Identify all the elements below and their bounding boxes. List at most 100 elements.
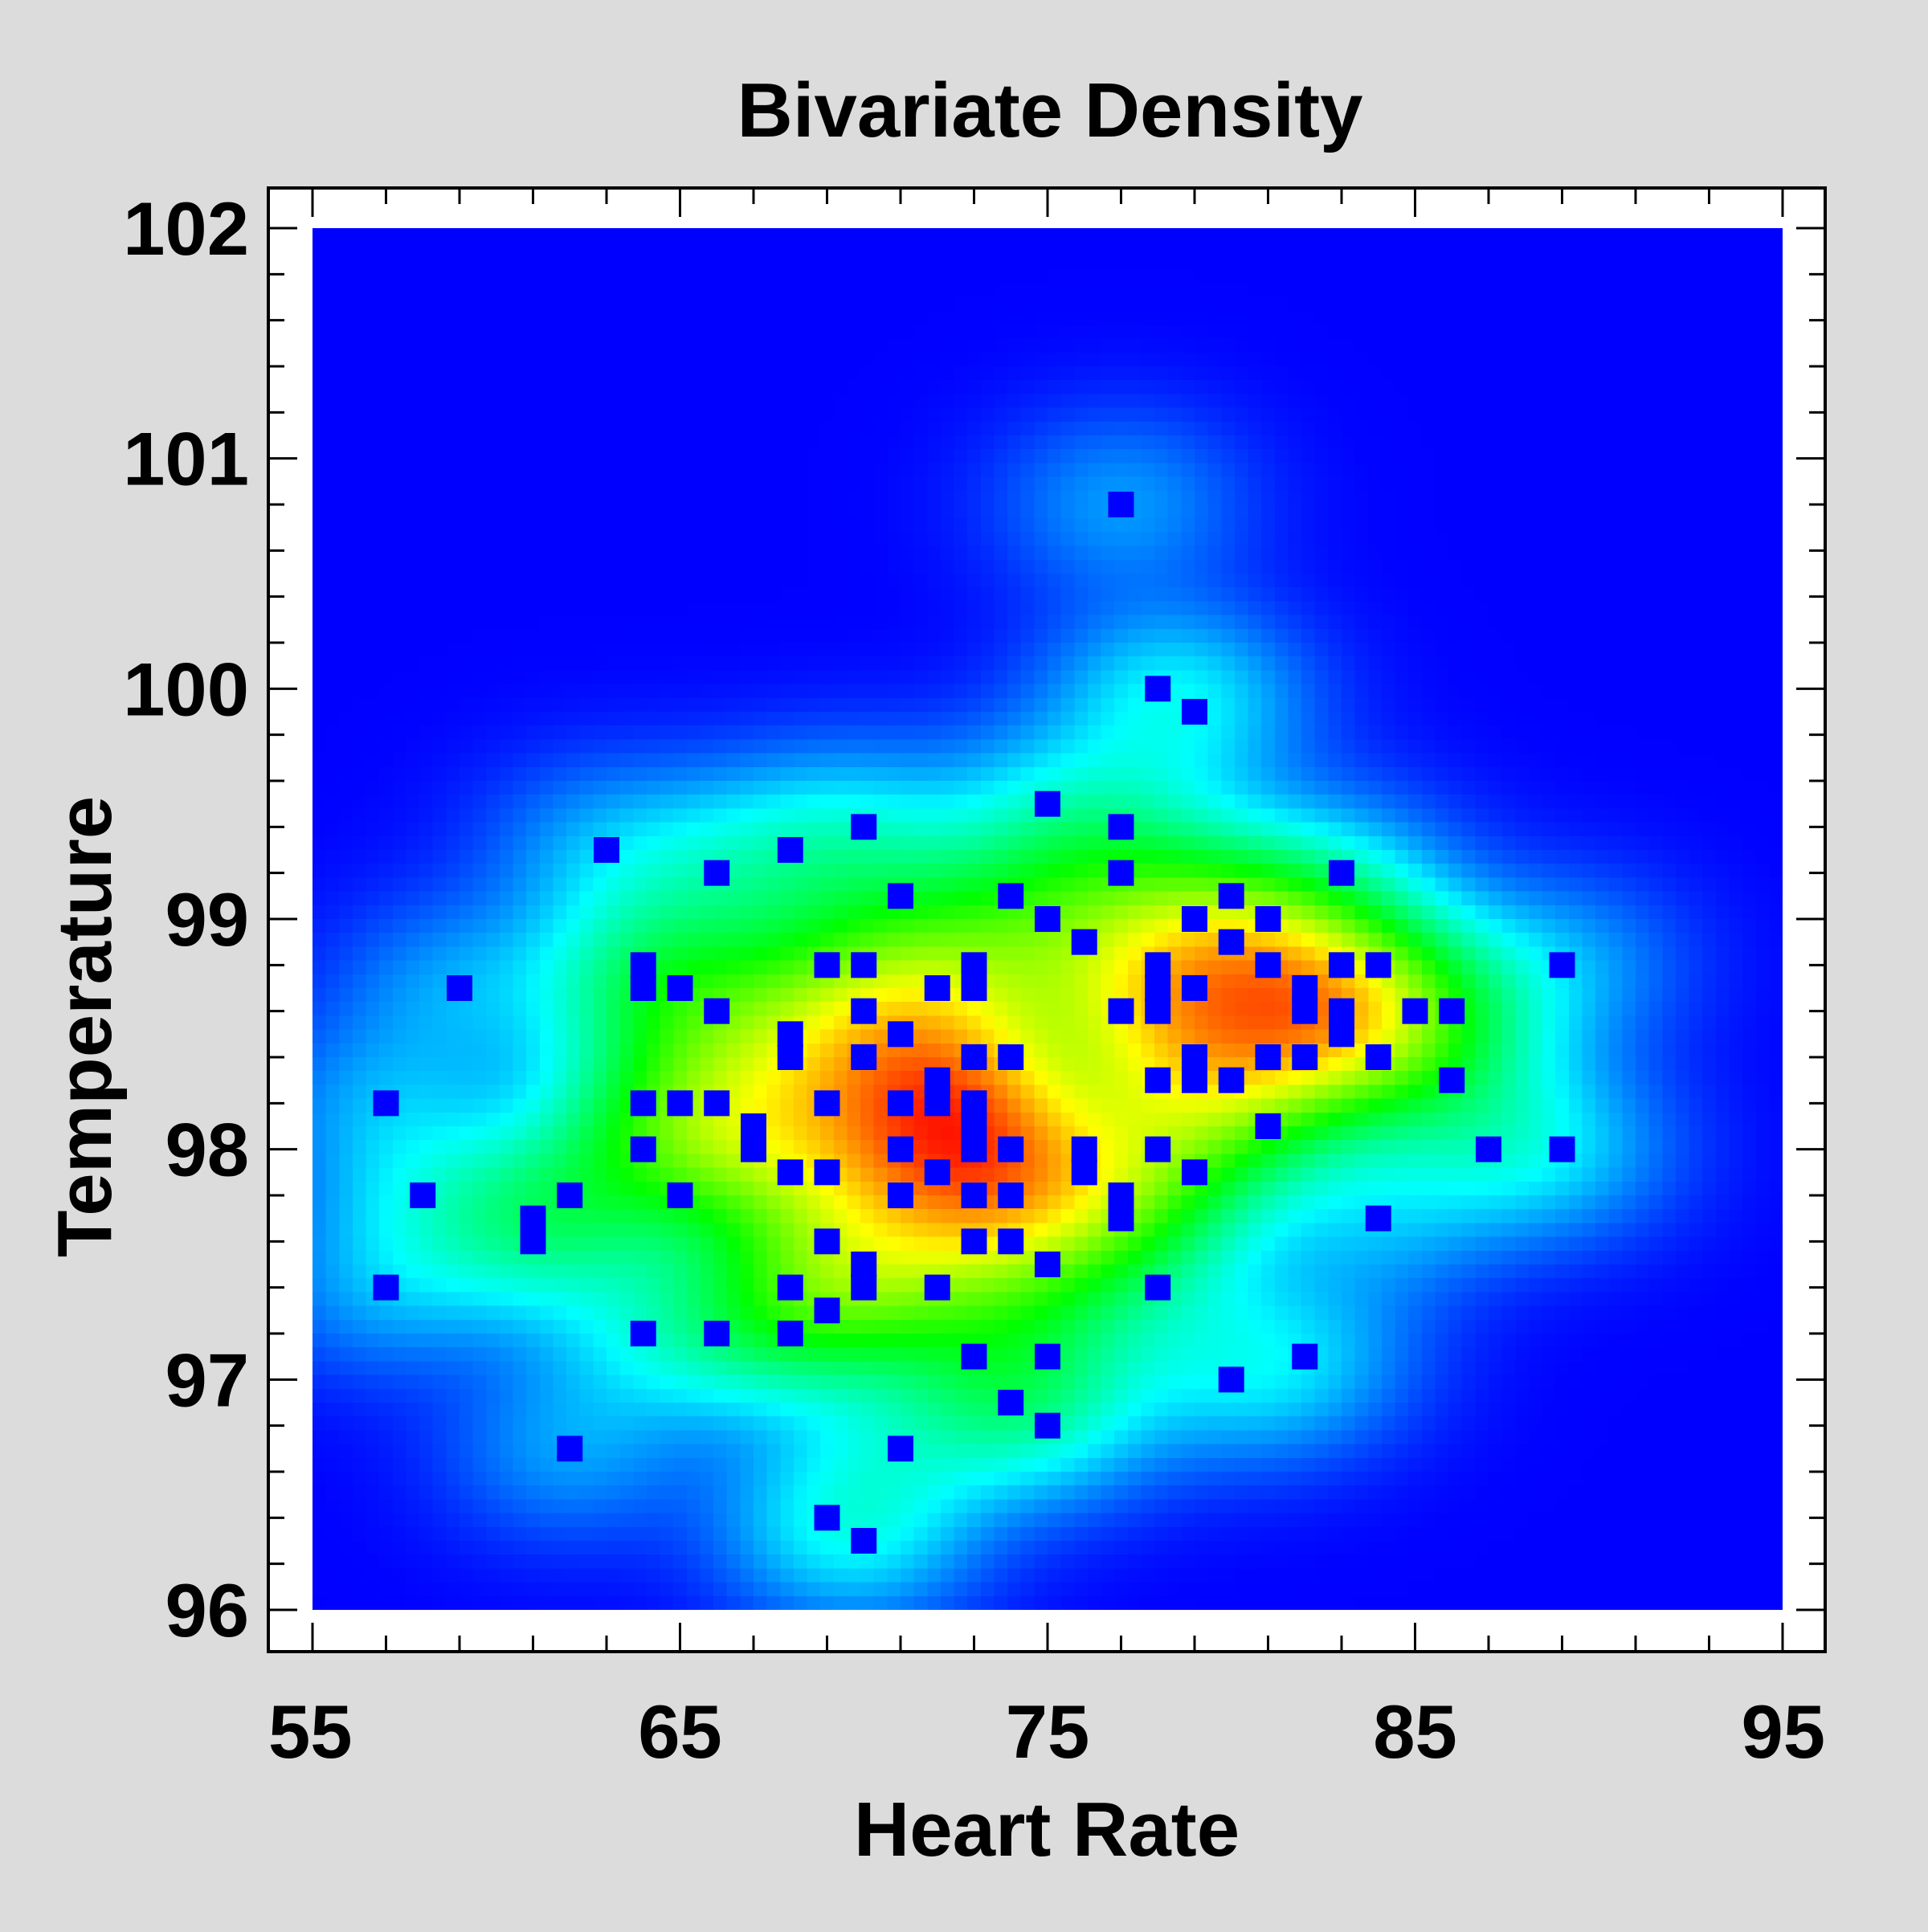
data-point — [1182, 906, 1207, 932]
data-point — [961, 1228, 987, 1255]
data-point — [998, 1044, 1024, 1070]
data-point — [777, 837, 803, 863]
data-point — [704, 1321, 730, 1346]
data-point — [961, 1090, 987, 1117]
y-tick-label: 100 — [123, 647, 249, 731]
data-point — [851, 1274, 877, 1301]
y-tick-label: 96 — [165, 1568, 249, 1652]
data-point — [998, 1136, 1024, 1162]
x-tick-label: 55 — [268, 1689, 353, 1774]
x-tick-label: 65 — [638, 1689, 722, 1774]
data-point — [961, 1182, 987, 1208]
data-point — [1329, 860, 1354, 886]
y-tick-label: 102 — [123, 186, 249, 271]
data-point — [1329, 998, 1354, 1024]
data-point — [1365, 952, 1391, 978]
y-axis-label: Temperature — [42, 796, 128, 1257]
data-point — [741, 1113, 766, 1139]
data-point — [520, 1205, 546, 1231]
data-point — [851, 1528, 877, 1554]
x-tick-label: 75 — [1006, 1689, 1090, 1774]
data-point — [1108, 860, 1134, 886]
data-point — [1182, 1067, 1207, 1093]
data-point — [1365, 1205, 1391, 1231]
data-point — [1145, 998, 1171, 1024]
data-point — [1292, 1343, 1318, 1370]
data-points — [373, 492, 1575, 1554]
data-point — [1145, 1067, 1171, 1093]
data-point — [851, 998, 877, 1024]
data-point — [667, 975, 693, 1001]
data-point — [594, 837, 619, 863]
data-point — [851, 814, 877, 840]
data-point — [1255, 1044, 1281, 1070]
data-point — [1549, 952, 1575, 978]
data-point — [1255, 952, 1281, 978]
data-point — [777, 1044, 803, 1070]
data-point — [410, 1182, 436, 1208]
data-point — [1292, 975, 1318, 1001]
data-point — [1439, 1067, 1465, 1093]
data-point — [851, 1044, 877, 1070]
x-axis-label: Heart Rate — [854, 1787, 1240, 1873]
data-point — [1071, 1136, 1097, 1162]
data-point — [888, 1136, 913, 1162]
data-point — [1218, 1366, 1244, 1393]
data-point — [1145, 1136, 1171, 1162]
data-point — [1035, 1412, 1060, 1439]
data-point — [814, 1505, 840, 1531]
data-point — [998, 883, 1024, 909]
data-point — [888, 1436, 913, 1462]
data-point — [557, 1436, 583, 1462]
data-point — [1365, 1044, 1391, 1070]
data-point — [1145, 952, 1171, 978]
data-point — [888, 1182, 913, 1208]
data-point — [814, 952, 840, 978]
data-point — [1292, 1044, 1318, 1070]
data-point — [630, 1136, 656, 1162]
y-tick-label: 98 — [165, 1108, 249, 1192]
y-tick-label: 97 — [165, 1338, 249, 1422]
data-point — [630, 1090, 656, 1117]
data-point — [667, 1090, 693, 1117]
data-point — [1145, 676, 1171, 702]
data-point — [814, 1090, 840, 1117]
data-point — [1108, 1205, 1134, 1231]
data-point — [1108, 1182, 1134, 1208]
data-point — [777, 1021, 803, 1048]
data-point — [998, 1228, 1024, 1255]
data-point — [777, 1321, 803, 1346]
data-point — [961, 952, 987, 978]
y-tick-label: 99 — [165, 877, 249, 962]
data-point — [1182, 975, 1207, 1001]
data-point — [924, 975, 950, 1001]
data-point — [1329, 952, 1354, 978]
data-point — [1108, 998, 1134, 1024]
x-tick-label: 95 — [1741, 1689, 1825, 1774]
data-point — [888, 1021, 913, 1048]
data-point — [924, 1274, 950, 1301]
data-point — [373, 1274, 399, 1301]
data-point — [851, 1252, 877, 1277]
data-point — [961, 975, 987, 1001]
chart-title: Bivariate Density — [737, 67, 1362, 153]
data-point — [888, 883, 913, 909]
data-point — [961, 1343, 987, 1370]
data-point — [851, 952, 877, 978]
x-tick-labels: 55 65 75 85 95 — [268, 1689, 1825, 1774]
y-tick-label: 101 — [123, 417, 249, 501]
data-point — [961, 1136, 987, 1162]
data-point — [924, 1067, 950, 1093]
data-point — [961, 1113, 987, 1139]
data-point — [1145, 975, 1171, 1001]
data-point — [888, 1090, 913, 1117]
data-point — [1255, 906, 1281, 932]
data-point — [1035, 906, 1060, 932]
data-point — [1071, 929, 1097, 955]
data-point — [1439, 998, 1465, 1024]
data-point — [1108, 492, 1134, 517]
data-point — [924, 1090, 950, 1117]
data-point — [1218, 1067, 1244, 1093]
